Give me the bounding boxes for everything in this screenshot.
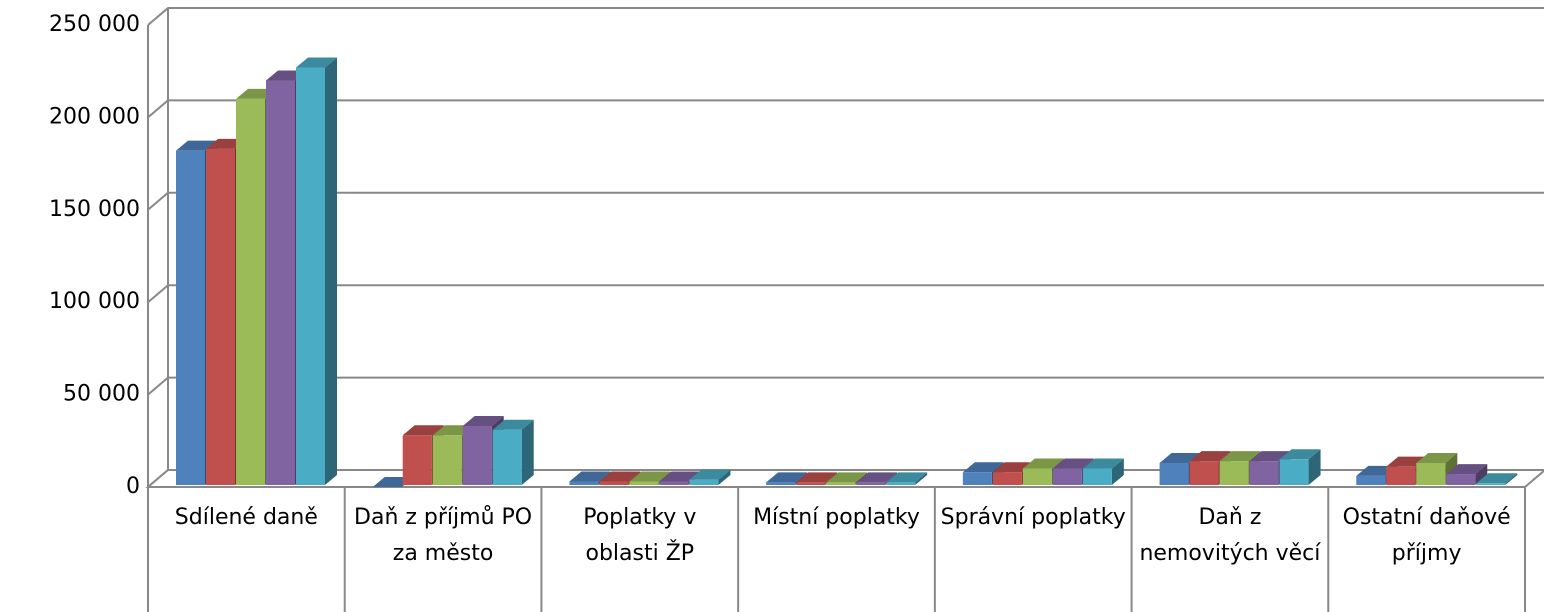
bar-front [296,67,325,485]
bar [1279,449,1321,485]
bar-front [689,479,719,485]
grid-line [147,191,1544,211]
bar-top [569,471,611,482]
bar-top [402,425,444,436]
bar-front [796,482,826,485]
bar-front [826,482,856,485]
bar-front [402,435,432,485]
x-tick-label: Daň z příjmů PO za město [354,505,533,566]
bar-top [826,472,868,483]
y-tick-label: 150 000 [49,197,140,222]
bar-front [236,98,265,486]
bar [1446,464,1488,485]
bar-front [856,482,886,485]
y-tick-label: 100 000 [49,289,140,314]
bar-front [599,481,629,485]
bar-front [1082,468,1112,485]
bar-top [962,462,1004,473]
bar-top [1159,452,1201,463]
bar-top [1249,451,1291,462]
bar-top [659,471,701,482]
bar-front [629,481,659,485]
bar-front [1279,459,1309,485]
bar-top [1476,473,1518,484]
bar-front [462,426,492,485]
bar-top [689,469,731,480]
bar-front [1249,461,1279,485]
bar-front [266,80,295,485]
y-tick-label: 200 000 [49,104,140,129]
bar-front [1446,474,1476,485]
x-tick-label: Ostatní daňové příjmy [1342,505,1511,566]
bar-top [796,472,838,483]
bar-front [569,481,599,485]
bar-front [492,429,522,485]
bar-front [1219,461,1249,485]
bar-side [1475,464,1488,485]
x-tick-label: Místní poplatky [753,505,920,530]
bar-front [1159,462,1189,485]
x-tick-label: Správní poplatky [940,505,1126,530]
grid-line [147,376,1544,396]
bar-top [1022,458,1064,469]
bar-top [176,140,217,151]
bar-front [1189,461,1219,485]
bar-front [1052,468,1082,485]
bar [296,57,337,486]
grid-line [147,99,1544,119]
bar [492,419,534,485]
bar-side [915,472,928,485]
bar-top [1446,464,1488,475]
bar-top [766,472,808,483]
bar-top [296,57,337,68]
bar-side [718,469,731,485]
bar-top [462,416,504,427]
bar-front [1416,462,1446,485]
bar-top [1189,451,1231,462]
bar-top [492,419,534,430]
bar [886,472,928,485]
bar-front [206,148,235,486]
x-tick-label: Daň z nemovitých věcí [1139,505,1321,566]
bar-top [856,472,898,483]
bar-top [1416,452,1458,463]
bar-front [1356,475,1386,485]
bar-front [962,472,992,485]
bar-front [992,472,1022,485]
bar-top [599,471,641,482]
bar-top [1082,458,1124,469]
bar-front [432,435,462,485]
bar-side [325,57,337,486]
bar-front [1476,483,1506,485]
bar [1082,458,1124,485]
bar-front [176,150,205,485]
y-tick-label: 250 000 [49,12,140,37]
bar [1476,473,1518,485]
bar-front [1386,466,1416,485]
y-tick-label: 50 000 [63,382,140,407]
grid-line [147,7,1544,26]
bar-front [886,482,916,485]
bar-side [521,419,534,485]
bar-front [659,481,689,485]
bar [689,469,731,485]
bar-top [1279,449,1321,460]
grid-line [147,284,1544,303]
x-tick-label: Poplatky v oblasti ŽP [583,505,697,566]
bar-front [1022,468,1052,485]
bar-top [1219,451,1261,462]
bar-side [1111,458,1124,485]
bar-top [886,472,928,483]
y-tick-label: 0 [126,474,140,499]
bar-top [629,471,671,482]
bar-front [766,482,796,485]
bar-side [1505,473,1518,485]
bar-side [1308,449,1321,485]
x-tick-label: Sdílené daně [174,505,318,530]
bar-top [1052,458,1094,469]
